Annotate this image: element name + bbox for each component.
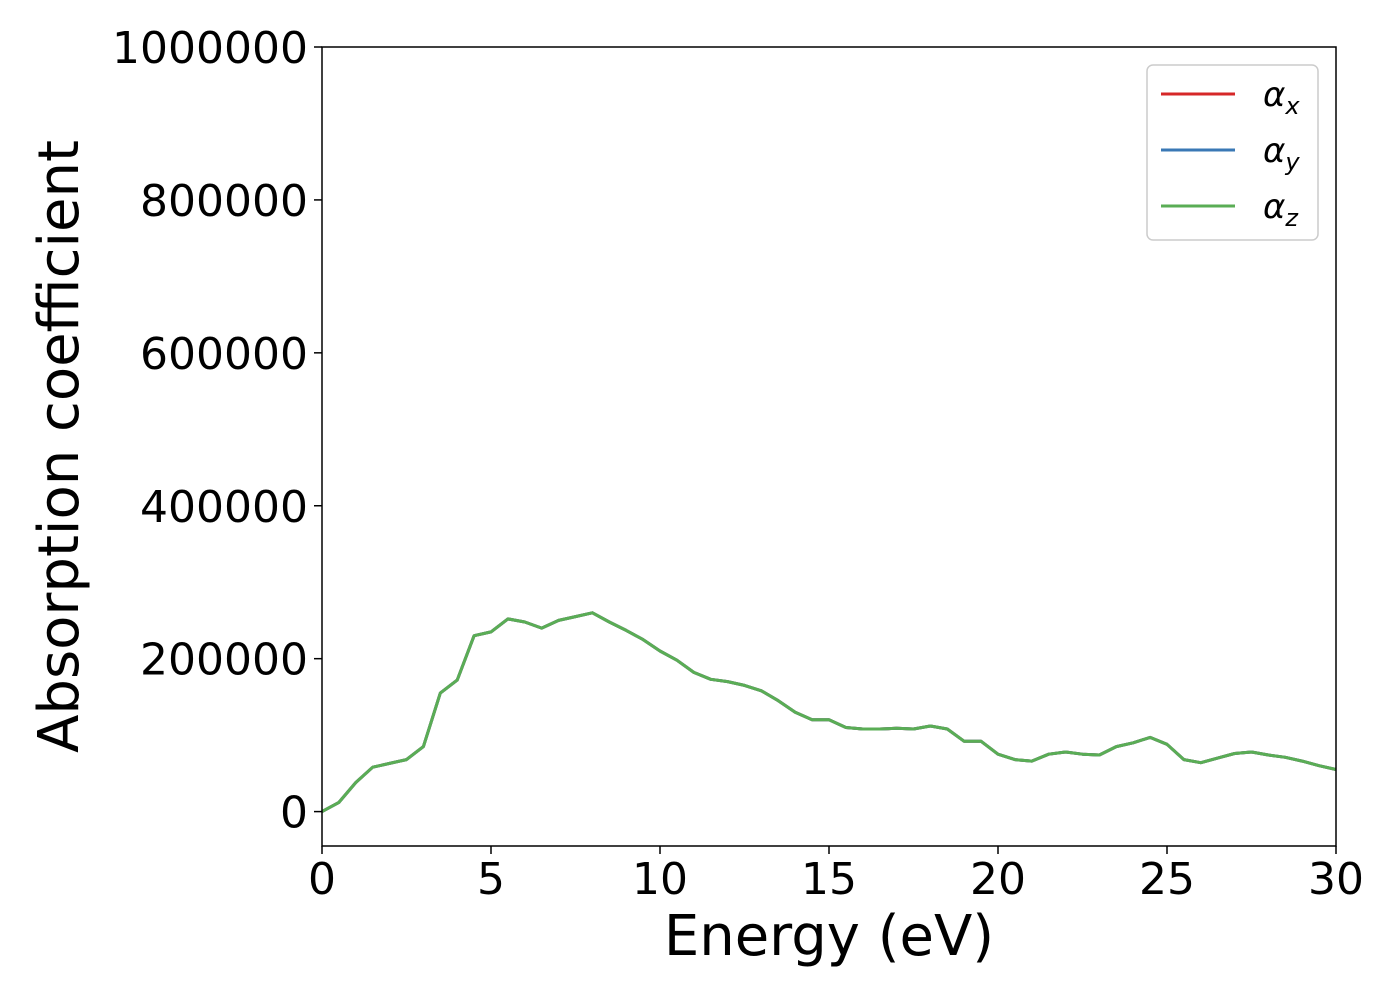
x-tick-label: 15 <box>801 854 857 905</box>
y-tick-label: 800000 <box>140 176 308 227</box>
legend-label-base: α <box>1263 75 1285 115</box>
series-layer <box>321 611 1337 813</box>
legend-label-base: α <box>1263 187 1285 227</box>
x-tick-label: 30 <box>1308 854 1364 905</box>
legend-label-y: αy <box>1263 131 1300 176</box>
legend-label-z: αz <box>1263 187 1299 232</box>
legend-label-subscript: x <box>1284 92 1300 120</box>
y-tick-label: 400000 <box>140 482 308 533</box>
x-tick-label: 5 <box>477 854 505 905</box>
y-tick-label: 1000000 <box>112 23 308 74</box>
y-tick-label: 0 <box>280 788 308 839</box>
legend-label-subscript: y <box>1284 148 1300 176</box>
legend-label-x: αx <box>1263 75 1300 120</box>
y-axis-ticks: 0 200000 400000 600000 800000 1000000 <box>112 23 322 839</box>
legend-box <box>1146 64 1319 241</box>
x-tick-label: 25 <box>1139 854 1195 905</box>
legend-label-base: α <box>1263 131 1285 171</box>
x-axis-title: Energy (eV) <box>664 904 994 969</box>
series-line-y <box>321 611 1337 813</box>
y-tick-label: 200000 <box>140 635 308 686</box>
series-line-x <box>321 611 1337 813</box>
legend-label-subscript: z <box>1284 204 1299 232</box>
y-tick-label: 600000 <box>140 329 308 380</box>
x-tick-label: 10 <box>632 854 688 905</box>
series-line-z <box>321 611 1337 813</box>
x-tick-label: 0 <box>308 854 336 905</box>
y-axis-title: Absorption coefficient <box>27 140 92 753</box>
x-axis-ticks: 0 5 10 15 20 25 30 <box>308 846 1364 905</box>
x-tick-label: 20 <box>970 854 1026 905</box>
